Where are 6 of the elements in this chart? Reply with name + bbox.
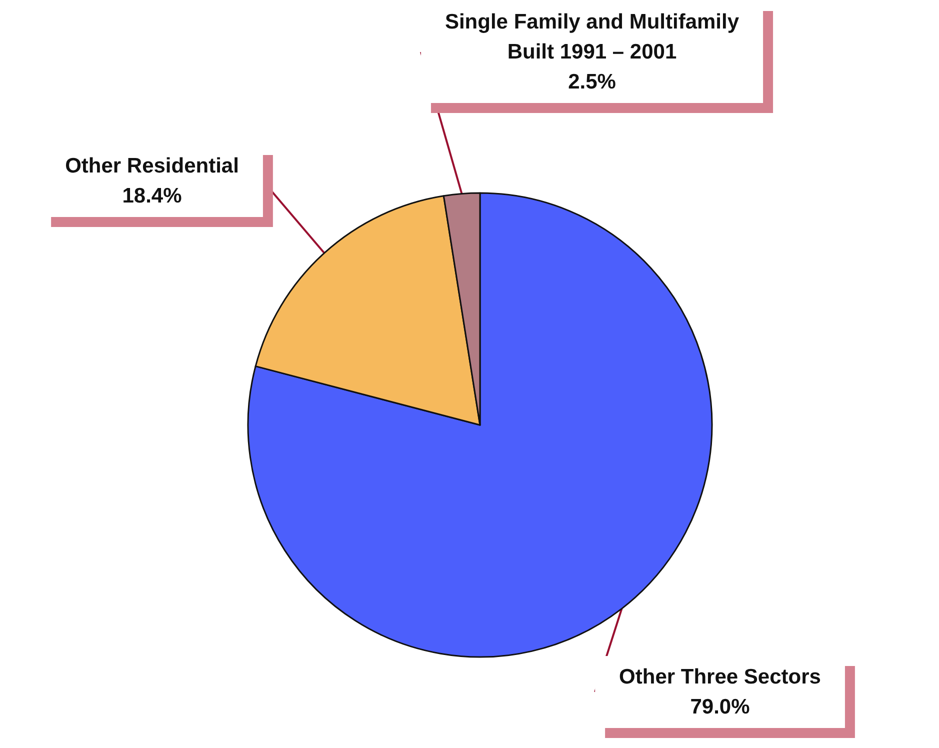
data-label: 79.0% [690,696,750,718]
data-label: 18.4% [122,184,182,208]
slice-label: Other Three Sectors [619,666,821,688]
slice-label: Single Family and Multifamily Built 1991 – 2001 [444,10,740,64]
data-label: 2.5% [568,70,616,94]
slice-label: Other Residential [65,154,239,178]
